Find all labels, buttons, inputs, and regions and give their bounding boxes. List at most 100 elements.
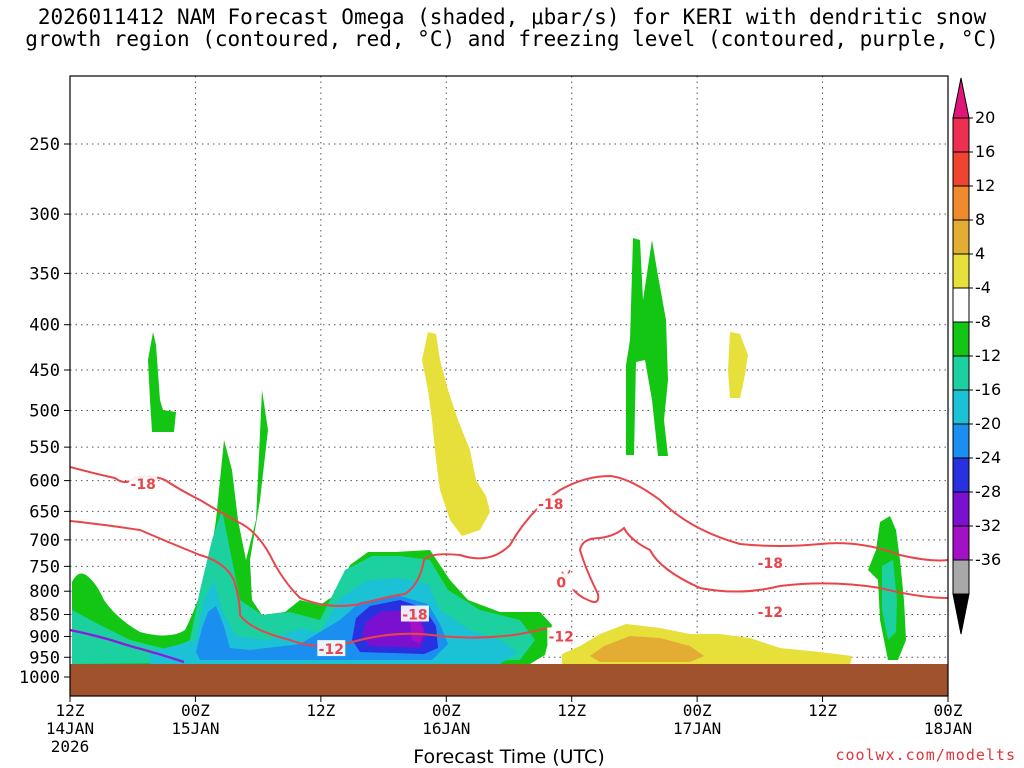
y-tick-label: 500 <box>29 402 60 422</box>
y-tick-label: 1000 <box>19 668 60 688</box>
contour-label-bg <box>400 605 429 622</box>
colorbar-bin <box>952 185 970 221</box>
y-tick-label: 550 <box>29 438 60 458</box>
colorbar: 20 16 12 8 4 -4 -8 -12 -16 -20 -24 -28 -32 -36 <box>952 77 1001 635</box>
colorbar-bin <box>952 321 970 357</box>
colorbar-label: -24 <box>975 448 1001 467</box>
omega-area-yellow-upper-right <box>728 332 748 398</box>
site-credit: coolwx.com/modelts <box>835 746 1016 764</box>
x-tick-label: 00Z <box>934 701 963 720</box>
y-tick-label: 800 <box>29 582 60 602</box>
y-tick-label: 650 <box>29 502 60 522</box>
contour-label-bg <box>756 553 785 570</box>
x-tick-label: 14JAN <box>46 719 94 738</box>
omega-area-orange-lower <box>590 636 704 662</box>
y-tick-label: 300 <box>29 205 60 225</box>
chart-title-line1: 2026011412 NAM Forecast Omega (shaded, μ… <box>37 5 987 29</box>
colorbar-bin <box>952 423 970 459</box>
colorbar-label: -20 <box>975 414 1001 433</box>
colorbar-label: -12 <box>975 346 1001 365</box>
x-tick-label: 15JAN <box>171 719 219 738</box>
colorbar-label: 12 <box>975 176 995 195</box>
contour-label: 0 <box>556 575 566 591</box>
y-tick-label: 850 <box>29 606 60 626</box>
gridlines: 2503003504004505005506006507007508008509… <box>19 76 972 756</box>
temperature-contours <box>70 466 948 664</box>
x-tick-label: 00Z <box>181 701 210 720</box>
omega-area-yellow-mid <box>422 332 490 536</box>
colorbar-bin <box>952 355 970 391</box>
x-tick-label: 12Z <box>557 701 586 720</box>
colorbar-label: -28 <box>975 482 1001 501</box>
terrain-ground <box>70 664 948 696</box>
chart-title-line2: growth region (contoured, red, °C) and f… <box>25 27 999 51</box>
x-tick-label: 00Z <box>432 701 461 720</box>
colorbar-extend-top <box>952 77 970 119</box>
colorbar-bin <box>952 253 970 289</box>
y-tick-label: 900 <box>29 627 60 647</box>
colorbar-label: -8 <box>975 312 991 331</box>
x-tick-label: 12Z <box>306 701 335 720</box>
colorbar-label: -32 <box>975 516 1001 535</box>
colorbar-bin <box>952 559 970 595</box>
contour-label: -12 <box>319 642 344 658</box>
contour-label-bg <box>547 573 576 590</box>
colorbar-label: -36 <box>975 550 1001 569</box>
colorbar-bin <box>952 457 970 493</box>
contour-label: -18 <box>131 477 156 493</box>
freezing-level-line <box>70 628 185 664</box>
omega-shading <box>70 238 948 696</box>
x-axis-title: Forecast Time (UTC) <box>413 746 604 768</box>
x-tick-label: 16JAN <box>422 719 470 738</box>
colorbar-label: 4 <box>975 244 985 263</box>
omega-area-green-upper-left <box>148 332 176 432</box>
colorbar-bin <box>952 389 970 425</box>
contour-minus18-upper <box>70 466 948 607</box>
colorbar-label: -4 <box>975 278 991 297</box>
colorbar-bin <box>952 151 970 187</box>
colorbar-label: 20 <box>975 108 995 127</box>
contour-minus12-right <box>571 526 948 603</box>
y-tick-label: 400 <box>29 316 60 336</box>
y-tick-label: 250 <box>29 135 60 155</box>
contour-label-bg <box>547 627 576 644</box>
contour-label: -12 <box>549 629 574 645</box>
y-tick-label: 600 <box>29 472 60 492</box>
contour-label: -18 <box>538 497 563 513</box>
contour-label: -18 <box>758 556 783 572</box>
omega-area-green-right-tall <box>626 238 668 456</box>
colorbar-bin <box>952 219 970 255</box>
y-tick-label: 350 <box>29 264 60 284</box>
contour-label-bg <box>756 603 785 620</box>
colorbar-extend-bottom <box>952 593 970 635</box>
x-tick-label: 18JAN <box>924 719 972 738</box>
x-tick-label: 00Z <box>683 701 712 720</box>
colorbar-bin <box>952 525 970 561</box>
contour-label-bg <box>317 640 346 657</box>
x-tick-label: 12Z <box>56 701 85 720</box>
contour-label-bg <box>536 495 565 512</box>
colorbar-label: 8 <box>975 210 985 229</box>
contour-labels: -18 -18 -18 -18 -12 -12 -12 0 <box>129 474 785 658</box>
colorbar-bin <box>952 491 970 527</box>
colorbar-label: -16 <box>975 380 1001 399</box>
contour-label-bg <box>129 474 158 491</box>
chart-title: 2026011412 NAM Forecast Omega (shaded, μ… <box>0 6 1024 50</box>
contour-label: -12 <box>758 605 783 621</box>
colorbar-label: 16 <box>975 142 995 161</box>
y-tick-label: 750 <box>29 557 60 577</box>
x-tick-label: 17JAN <box>673 719 721 738</box>
plot-frame <box>69 75 949 697</box>
x-tick-label: 12Z <box>808 701 837 720</box>
omega-area-teal-right <box>882 560 897 640</box>
contour-label: -18 <box>402 608 427 624</box>
x-tick-label: 2026 <box>51 737 90 756</box>
colorbar-bin <box>952 287 970 323</box>
omega-area-violet <box>410 618 424 644</box>
y-tick-label: 700 <box>29 531 60 551</box>
y-tick-label: 950 <box>29 648 60 668</box>
y-tick-label: 450 <box>29 361 60 381</box>
colorbar-bin <box>952 117 970 153</box>
contour-minus12-lower <box>70 520 549 647</box>
